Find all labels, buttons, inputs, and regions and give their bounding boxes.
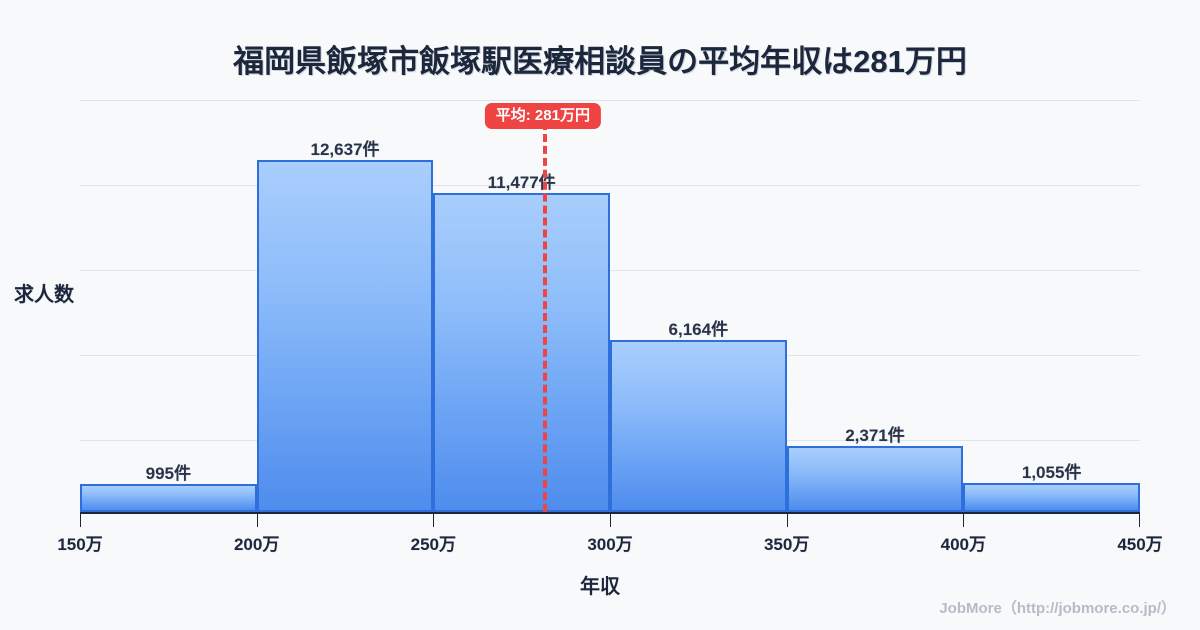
page-title: 福岡県飯塚市飯塚駅医療相談員の平均年収は281万円 <box>233 44 967 79</box>
x-axis-tick <box>963 514 965 527</box>
x-axis-tick <box>786 514 788 527</box>
x-axis-title: 年収 <box>580 576 620 598</box>
x-axis-tick-label: 300万 <box>587 535 633 554</box>
bar-value-label: 995件 <box>145 464 192 483</box>
gridline <box>80 100 1140 101</box>
x-axis-tick-label: 400万 <box>940 535 987 554</box>
bar[interactable] <box>433 193 610 512</box>
x-axis-tick <box>80 514 81 527</box>
x-axis-tick-label: 450万 <box>1117 535 1163 554</box>
bar[interactable] <box>786 446 964 512</box>
x-axis-tick-label: 350万 <box>763 535 810 554</box>
bar-value-label: 1,055件 <box>1021 463 1082 482</box>
bar[interactable] <box>80 484 257 512</box>
x-axis-tick <box>433 514 435 527</box>
x-axis-tick <box>610 514 611 527</box>
bar-value-label: 6,164件 <box>668 320 729 339</box>
x-axis-line <box>80 512 1140 514</box>
bar[interactable] <box>963 483 1140 512</box>
bar-value-label: 2,371件 <box>845 426 905 445</box>
x-axis-tick <box>1139 514 1140 527</box>
bar[interactable] <box>256 160 434 512</box>
bar[interactable] <box>610 340 787 512</box>
bar-value-label: 11,477件 <box>487 173 556 192</box>
x-axis-tick-label: 200万 <box>233 535 280 554</box>
gridline <box>80 185 1140 186</box>
average-badge: 平均: 281万円 <box>484 103 601 129</box>
y-axis-title: 求人数 <box>14 284 74 306</box>
average-line <box>542 122 547 512</box>
x-axis-tick <box>256 514 258 527</box>
plot-area: 995件 12,637件 11,477件 6,164件 2,371件 1,055件 150… <box>57 100 1163 554</box>
x-axis-tick-label: 150万 <box>57 535 103 554</box>
x-axis-tick-label: 250万 <box>410 535 457 554</box>
bar-value-label: 12,637件 <box>310 140 380 159</box>
gridline <box>80 270 1140 271</box>
watermark: JobMore（http://jobmore.co.jp/） <box>939 600 1176 617</box>
